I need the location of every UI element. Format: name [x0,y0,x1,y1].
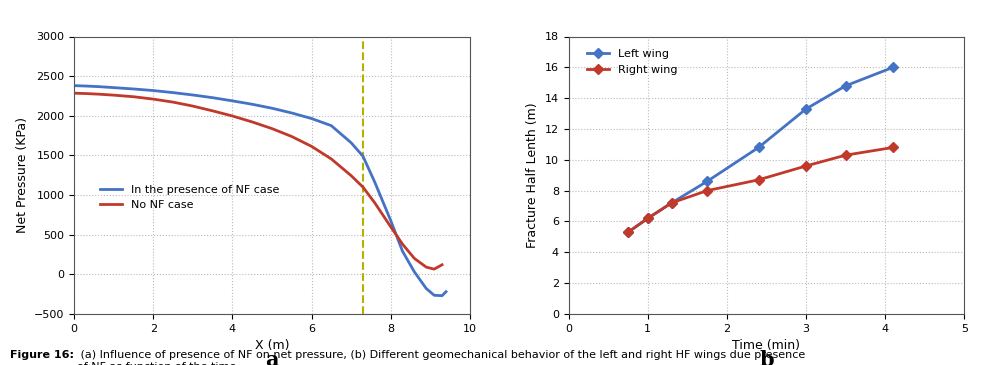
In the presence of NF case [266,106,278,111]
No NF case [385,224,397,229]
Legend: In the presence of NF case, No NF case: In the presence of NF case, No NF case [96,180,284,215]
In the presence of NF case [246,102,258,107]
In the presence of NF case [408,270,420,274]
In the presence of NF case [128,87,139,91]
In the presence of NF case [440,289,452,294]
In the presence of NF case [286,111,298,115]
In the presence of NF case [428,293,440,297]
In the presence of NF case [92,84,104,89]
In the presence of NF case [345,141,357,145]
X-axis label: X (m): X (m) [255,339,289,352]
No NF case [420,265,432,269]
No NF case [128,95,139,99]
Text: (a) Influence of presence of NF on net pressure, (b) Different geomechanical beh: (a) Influence of presence of NF on net p… [77,350,805,365]
Line: No NF case: No NF case [74,93,442,269]
No NF case [397,242,408,246]
In the presence of NF case [147,88,159,93]
Text: Figure 16:: Figure 16: [10,350,74,360]
Line: In the presence of NF case: In the presence of NF case [74,86,446,296]
In the presence of NF case [108,85,120,90]
No NF case [408,256,420,261]
Y-axis label: Net Pressure (KPa): Net Pressure (KPa) [16,117,29,233]
Right wing [800,164,812,168]
In the presence of NF case [226,99,238,103]
Legend: Left wing, Right wing: Left wing, Right wing [583,45,681,79]
In the presence of NF case [369,180,381,185]
Right wing [753,178,764,182]
Line: Left wing: Left wing [624,64,897,236]
No NF case [167,100,179,104]
No NF case [207,109,219,113]
No NF case [325,157,337,161]
No NF case [147,97,159,101]
In the presence of NF case [306,116,317,121]
In the presence of NF case [420,287,432,291]
X-axis label: Time (min): Time (min) [733,339,800,352]
No NF case [369,201,381,205]
No NF case [436,262,448,267]
No NF case [266,126,278,131]
Right wing [887,145,899,150]
Line: Right wing: Right wing [624,144,897,236]
Left wing [800,107,812,111]
In the presence of NF case [357,154,369,158]
No NF case [80,91,92,96]
No NF case [68,91,80,95]
In the presence of NF case [397,249,408,253]
Right wing [701,188,713,193]
Left wing [622,230,634,234]
Left wing [642,216,654,220]
Right wing [642,216,654,220]
No NF case [108,93,120,97]
No NF case [306,144,317,149]
In the presence of NF case [187,93,199,97]
No NF case [226,114,238,118]
In the presence of NF case [80,84,92,88]
In the presence of NF case [325,123,337,128]
In the presence of NF case [385,218,397,223]
No NF case [428,267,440,271]
Text: b: b [760,350,773,365]
No NF case [345,173,357,178]
In the presence of NF case [167,91,179,95]
No NF case [187,104,199,108]
Right wing [622,230,634,234]
No NF case [286,134,298,139]
Left wing [701,179,713,184]
Right wing [666,201,677,205]
Right wing [840,153,852,157]
Left wing [753,145,764,150]
Y-axis label: Fracture Half Lenth (m): Fracture Half Lenth (m) [526,103,539,248]
Left wing [840,84,852,88]
In the presence of NF case [68,84,80,88]
Left wing [887,65,899,69]
In the presence of NF case [436,293,448,298]
In the presence of NF case [207,96,219,100]
Text: a: a [265,350,279,365]
No NF case [246,120,258,124]
No NF case [357,185,369,189]
Left wing [666,201,677,205]
No NF case [92,92,104,96]
